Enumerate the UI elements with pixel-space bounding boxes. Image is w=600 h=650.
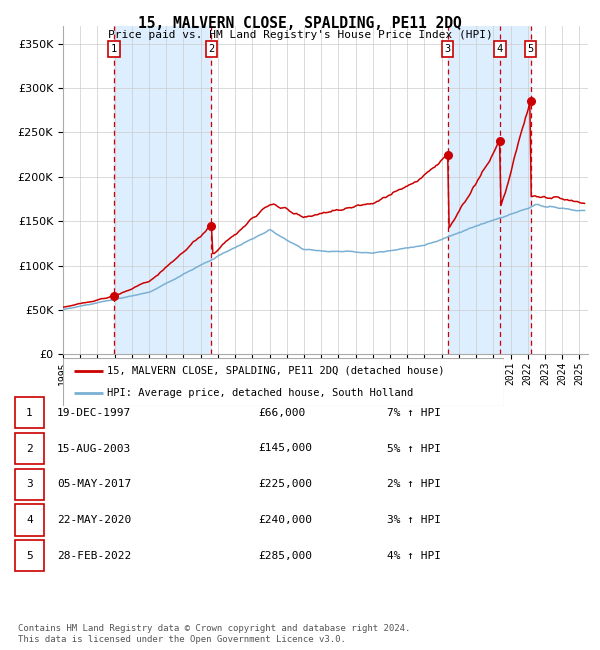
Text: 19-DEC-1997: 19-DEC-1997: [57, 408, 131, 418]
Text: 2% ↑ HPI: 2% ↑ HPI: [387, 479, 441, 489]
Text: £285,000: £285,000: [258, 551, 312, 561]
Text: Price paid vs. HM Land Registry's House Price Index (HPI): Price paid vs. HM Land Registry's House …: [107, 30, 493, 40]
FancyBboxPatch shape: [63, 358, 504, 406]
Text: 4: 4: [26, 515, 33, 525]
Text: 05-MAY-2017: 05-MAY-2017: [57, 479, 131, 489]
Text: HPI: Average price, detached house, South Holland: HPI: Average price, detached house, Sout…: [107, 388, 413, 398]
Text: 3% ↑ HPI: 3% ↑ HPI: [387, 515, 441, 525]
Bar: [500, 26, 530, 354]
Text: 5% ↑ HPI: 5% ↑ HPI: [387, 443, 441, 454]
Text: £66,000: £66,000: [258, 408, 305, 418]
Text: 5: 5: [527, 44, 533, 54]
Text: 3: 3: [26, 479, 33, 489]
Text: 15, MALVERN CLOSE, SPALDING, PE11 2DQ (detached house): 15, MALVERN CLOSE, SPALDING, PE11 2DQ (d…: [107, 366, 445, 376]
Bar: [448, 26, 500, 354]
Text: 2: 2: [26, 443, 33, 454]
Text: 7% ↑ HPI: 7% ↑ HPI: [387, 408, 441, 418]
Bar: [114, 26, 211, 354]
Text: £225,000: £225,000: [258, 479, 312, 489]
Text: 4: 4: [497, 44, 503, 54]
Text: 1: 1: [111, 44, 117, 54]
Text: Contains HM Land Registry data © Crown copyright and database right 2024.
This d: Contains HM Land Registry data © Crown c…: [18, 624, 410, 644]
Text: 22-MAY-2020: 22-MAY-2020: [57, 515, 131, 525]
Text: 15, MALVERN CLOSE, SPALDING, PE11 2DQ: 15, MALVERN CLOSE, SPALDING, PE11 2DQ: [138, 16, 462, 31]
Text: £240,000: £240,000: [258, 515, 312, 525]
Text: 2: 2: [208, 44, 215, 54]
Text: £145,000: £145,000: [258, 443, 312, 454]
Text: 5: 5: [26, 551, 33, 561]
Text: 3: 3: [445, 44, 451, 54]
Text: 4% ↑ HPI: 4% ↑ HPI: [387, 551, 441, 561]
Text: 15-AUG-2003: 15-AUG-2003: [57, 443, 131, 454]
Text: 28-FEB-2022: 28-FEB-2022: [57, 551, 131, 561]
Text: 1: 1: [26, 408, 33, 418]
